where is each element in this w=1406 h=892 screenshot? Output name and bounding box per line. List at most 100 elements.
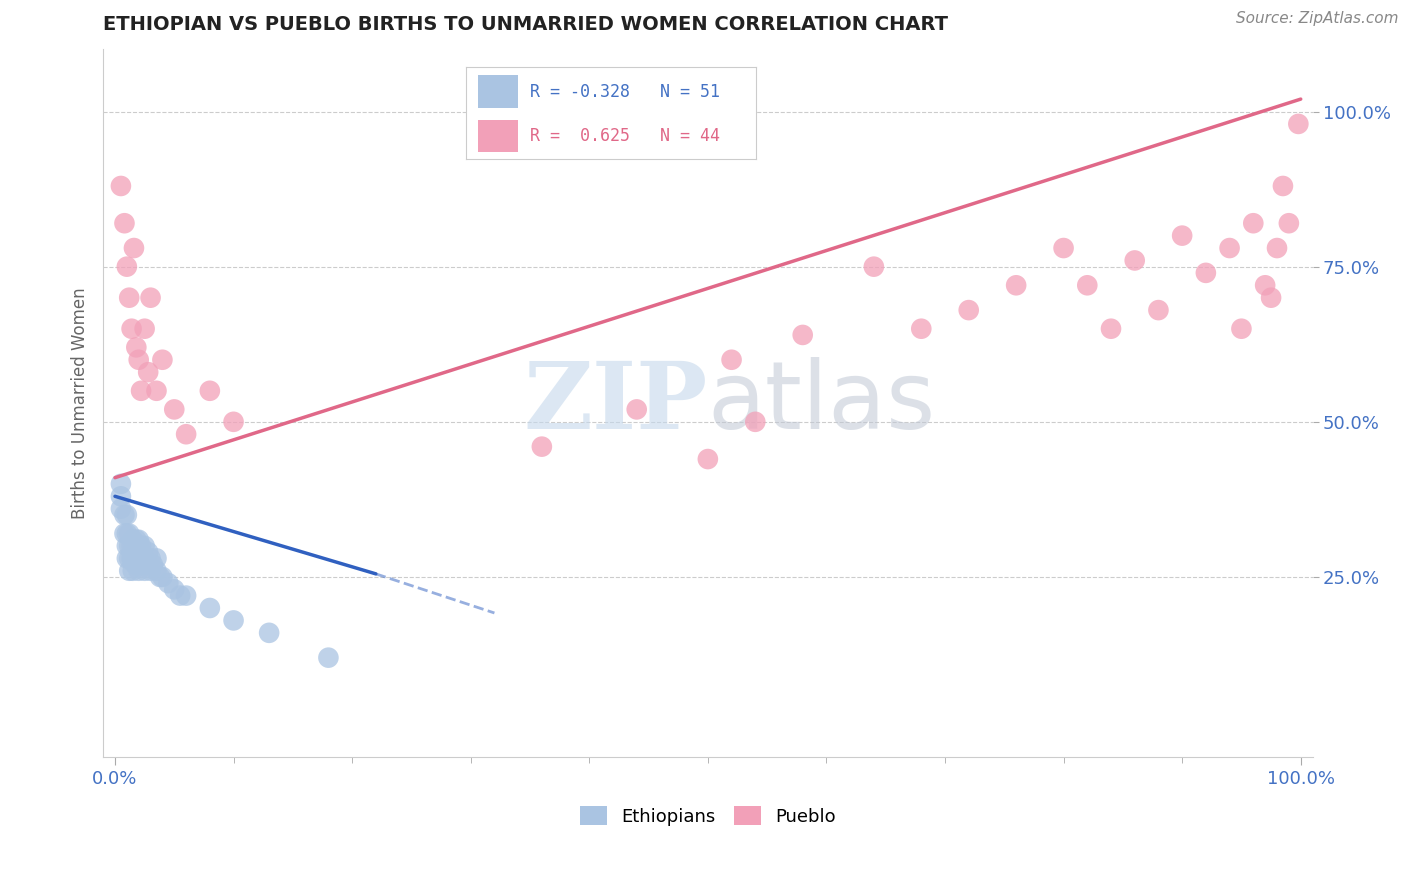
Point xyxy=(114,216,136,230)
Point xyxy=(163,402,186,417)
Point xyxy=(122,241,145,255)
Point xyxy=(198,601,221,615)
Point xyxy=(134,539,156,553)
Point xyxy=(257,625,280,640)
Point xyxy=(118,539,141,553)
Point xyxy=(1123,253,1146,268)
Point xyxy=(222,614,245,628)
Point xyxy=(720,352,742,367)
Point xyxy=(129,384,152,398)
Point xyxy=(128,551,150,566)
Point xyxy=(1005,278,1028,293)
Point xyxy=(152,352,174,367)
Point xyxy=(198,384,221,398)
Point xyxy=(124,545,146,559)
Point xyxy=(1076,278,1098,293)
Point xyxy=(136,558,159,572)
Point xyxy=(318,650,340,665)
Point xyxy=(125,533,148,547)
Point xyxy=(1278,216,1301,230)
Point xyxy=(110,489,132,503)
Point xyxy=(121,551,143,566)
Point xyxy=(152,570,174,584)
Point xyxy=(115,526,138,541)
Point xyxy=(169,589,191,603)
Point xyxy=(1171,228,1194,243)
Point xyxy=(530,440,553,454)
Text: ETHIOPIAN VS PUEBLO BIRTHS TO UNMARRIED WOMEN CORRELATION CHART: ETHIOPIAN VS PUEBLO BIRTHS TO UNMARRIED … xyxy=(103,15,948,34)
Point xyxy=(114,508,136,522)
Point xyxy=(139,564,162,578)
Legend: Ethiopians, Pueblo: Ethiopians, Pueblo xyxy=(579,806,835,826)
Point xyxy=(696,452,718,467)
Point xyxy=(1241,216,1264,230)
Point xyxy=(115,508,138,522)
Point xyxy=(174,589,197,603)
Point xyxy=(128,564,150,578)
Text: ZIP: ZIP xyxy=(523,359,707,448)
Point xyxy=(121,545,143,559)
Point xyxy=(1099,322,1122,336)
Point xyxy=(121,564,143,578)
Point xyxy=(139,291,162,305)
Point xyxy=(136,365,159,379)
Point xyxy=(910,322,932,336)
Point xyxy=(222,415,245,429)
Point xyxy=(863,260,886,274)
Point xyxy=(1195,266,1218,280)
Point xyxy=(145,551,167,566)
Point xyxy=(110,476,132,491)
Point xyxy=(1260,291,1282,305)
Point xyxy=(125,558,148,572)
Text: Source: ZipAtlas.com: Source: ZipAtlas.com xyxy=(1236,11,1399,26)
Point xyxy=(128,533,150,547)
Point xyxy=(1271,178,1294,193)
Y-axis label: Births to Unmarried Women: Births to Unmarried Women xyxy=(72,287,89,519)
Point xyxy=(118,564,141,578)
Point xyxy=(163,582,186,597)
Point xyxy=(118,526,141,541)
Point xyxy=(121,322,143,336)
Point xyxy=(114,526,136,541)
Point xyxy=(1219,241,1241,255)
Point xyxy=(957,303,980,318)
Point xyxy=(110,178,132,193)
Point xyxy=(145,564,167,578)
Point xyxy=(129,539,152,553)
Point xyxy=(129,545,152,559)
Point xyxy=(744,415,766,429)
Text: atlas: atlas xyxy=(707,357,936,450)
Point xyxy=(792,327,814,342)
Point xyxy=(1286,117,1309,131)
Point xyxy=(121,551,143,566)
Point xyxy=(115,539,138,553)
Point xyxy=(125,340,148,354)
Point xyxy=(118,551,141,566)
Point xyxy=(1147,303,1170,318)
Point xyxy=(128,352,150,367)
Point xyxy=(129,558,152,572)
Point xyxy=(118,291,141,305)
Point xyxy=(1265,241,1288,255)
Point xyxy=(134,564,156,578)
Point xyxy=(134,322,156,336)
Point xyxy=(157,576,180,591)
Point xyxy=(125,545,148,559)
Point xyxy=(110,501,132,516)
Point xyxy=(174,427,197,442)
Point xyxy=(142,558,165,572)
Point xyxy=(136,545,159,559)
Point xyxy=(134,551,156,566)
Point xyxy=(1230,322,1253,336)
Point xyxy=(124,558,146,572)
Point xyxy=(128,539,150,553)
Point xyxy=(626,402,648,417)
Point xyxy=(145,384,167,398)
Point xyxy=(149,570,172,584)
Point xyxy=(1254,278,1277,293)
Point xyxy=(1052,241,1074,255)
Point xyxy=(121,539,143,553)
Point xyxy=(139,551,162,566)
Point xyxy=(115,551,138,566)
Point xyxy=(115,260,138,274)
